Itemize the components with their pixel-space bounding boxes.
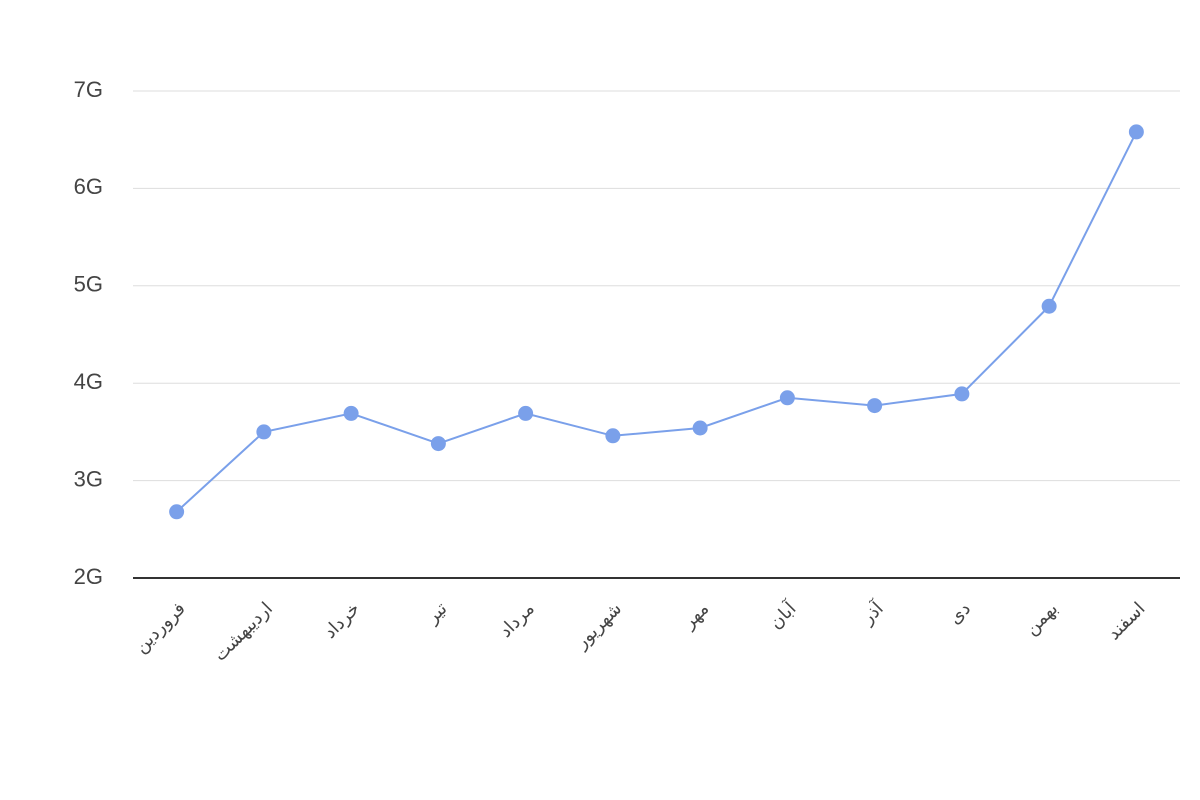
point [954,386,970,402]
x-tick-label: خرداد [320,598,365,643]
point [605,428,621,444]
line [175,131,1138,513]
x-tick-label: دی [944,598,974,628]
point [256,424,272,440]
point [779,390,795,406]
x-tick-label: بهمن [1021,598,1062,639]
x-tick-label: مهر [678,598,713,633]
y-tick-label: 6G [74,174,103,199]
point [343,405,359,421]
point [867,398,883,414]
y-tick-label: 3G [74,466,103,491]
x-tick-label: آذر [855,596,888,629]
point [1128,124,1144,140]
x-tick-label: آبان [764,596,801,633]
x-tick-label: شهریور [571,598,626,653]
point [430,436,446,452]
y-tick-label: 2G [74,564,103,589]
point [692,420,708,436]
x-tick-label: اردیبهشت [210,598,277,665]
point [518,405,534,421]
y-tick-label: 4G [74,369,103,394]
point [1041,298,1057,314]
y-tick-label: 5G [74,272,103,297]
x-tick-label: تیر [421,598,451,628]
y-tick-label: 7G [74,77,103,102]
x-tick-label: مرداد [495,598,539,642]
x-tick-label: اسفند [1103,598,1149,644]
point [169,504,185,520]
x-tick-label: فروردین [131,598,190,657]
